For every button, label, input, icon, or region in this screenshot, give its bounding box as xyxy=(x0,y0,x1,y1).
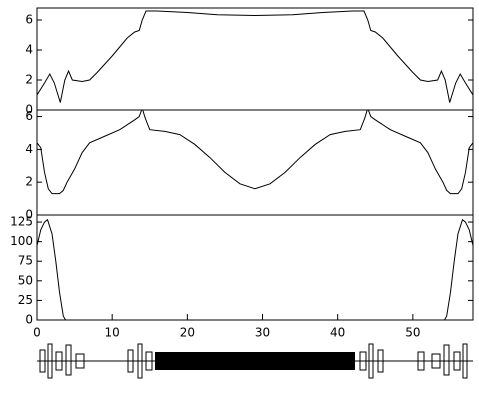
element xyxy=(368,343,374,379)
y-tick-label: 75 xyxy=(18,254,33,268)
element xyxy=(137,343,143,379)
element xyxy=(47,343,53,379)
x-tick-label: 30 xyxy=(255,326,270,340)
x-tick-label: 20 xyxy=(180,326,195,340)
y-tick-label: 2 xyxy=(25,73,33,87)
line-series xyxy=(37,110,473,195)
element xyxy=(359,351,367,371)
line-series xyxy=(37,218,473,320)
element xyxy=(377,349,384,373)
y-tick-label: 25 xyxy=(18,293,33,307)
x-tick-label: 50 xyxy=(405,326,420,340)
y-tick-label: 2 xyxy=(25,175,33,189)
element xyxy=(453,351,461,371)
element xyxy=(39,349,46,373)
panel-frame xyxy=(36,109,474,216)
y-tick-label: 100 xyxy=(10,234,33,248)
magnet-block xyxy=(155,352,355,370)
y-tick-label: 6 xyxy=(25,13,33,27)
panel-frame xyxy=(36,7,474,111)
y-tick-label: 50 xyxy=(18,273,33,287)
y-tick-label: 4 xyxy=(25,142,33,156)
x-tick-label: 40 xyxy=(330,326,345,340)
y-tick-label: 0 xyxy=(25,103,33,117)
panel-frame xyxy=(36,214,474,321)
y-tick-label: 4 xyxy=(25,43,33,57)
element xyxy=(417,351,425,371)
element xyxy=(145,351,153,371)
y-tick-label: 0 xyxy=(25,313,33,327)
element xyxy=(75,353,85,369)
element xyxy=(462,343,468,379)
line-series xyxy=(37,10,473,103)
y-tick-label: 125 xyxy=(10,215,33,229)
x-tick-label: 0 xyxy=(33,326,41,340)
y-tick-label: 6 xyxy=(25,109,33,123)
element xyxy=(55,351,63,371)
element xyxy=(127,349,134,373)
x-tick-label: 10 xyxy=(105,326,120,340)
element xyxy=(431,353,441,369)
element xyxy=(65,344,72,376)
element xyxy=(443,344,450,376)
y-tick-label: 0 xyxy=(25,208,33,222)
lattice-layout xyxy=(37,343,473,379)
